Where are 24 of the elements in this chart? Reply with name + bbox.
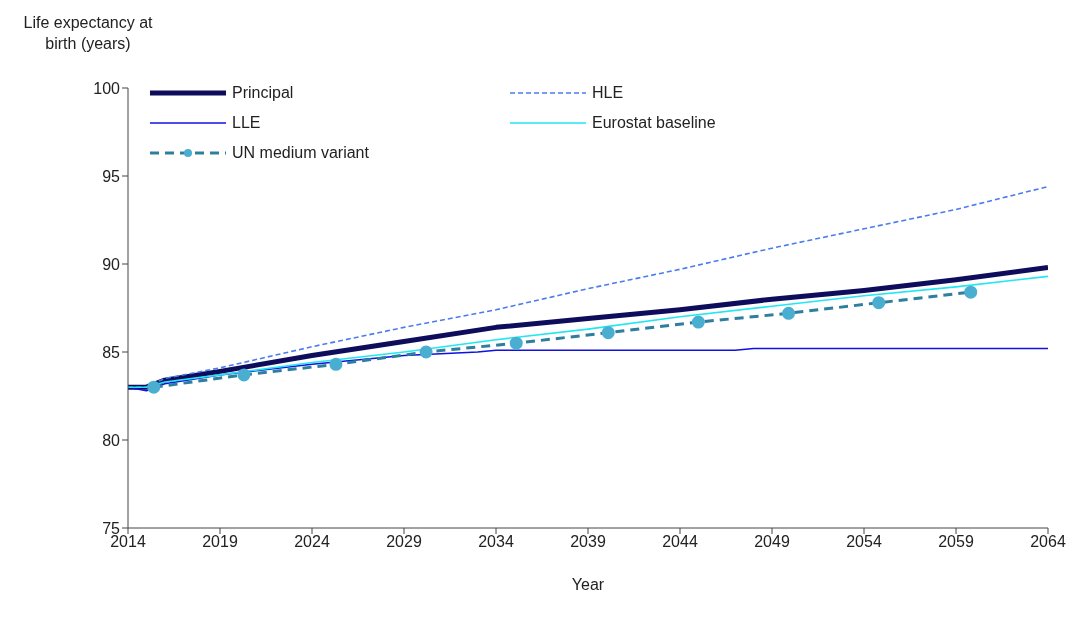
x-tick-label: 2044 xyxy=(662,533,698,551)
x-tick-label: 2039 xyxy=(570,533,606,551)
x-tick-label: 2059 xyxy=(938,533,974,551)
x-tick-label: 2014 xyxy=(110,533,146,551)
y-axis-title: Life expectancy at birth (years) xyxy=(22,13,154,54)
x-tick-label: 2049 xyxy=(754,533,790,551)
legend-label: HLE xyxy=(592,84,624,102)
x-tick-label: 2019 xyxy=(202,533,238,551)
x-tick-label: 2029 xyxy=(386,533,422,551)
legend-label: Principal xyxy=(232,84,294,102)
x-tick-label: 2034 xyxy=(478,533,514,551)
y-tick-label: 100 xyxy=(93,79,121,97)
x-tick-label: 2024 xyxy=(294,533,330,551)
x-tick-label: 2054 xyxy=(846,533,882,551)
y-tick-label: 85 xyxy=(102,343,121,361)
legend-label: LLE xyxy=(232,114,261,132)
legend-label: UN medium variant xyxy=(232,144,369,162)
x-axis-title: Year xyxy=(571,576,605,593)
legend-label: Eurostat baseline xyxy=(592,114,716,132)
line-series xyxy=(128,347,1048,392)
x-tick-label: 2064 xyxy=(1030,533,1066,551)
y-tick-label: 95 xyxy=(102,167,121,185)
y-tick-label: 90 xyxy=(102,255,121,273)
y-tick-label: 80 xyxy=(102,431,121,449)
